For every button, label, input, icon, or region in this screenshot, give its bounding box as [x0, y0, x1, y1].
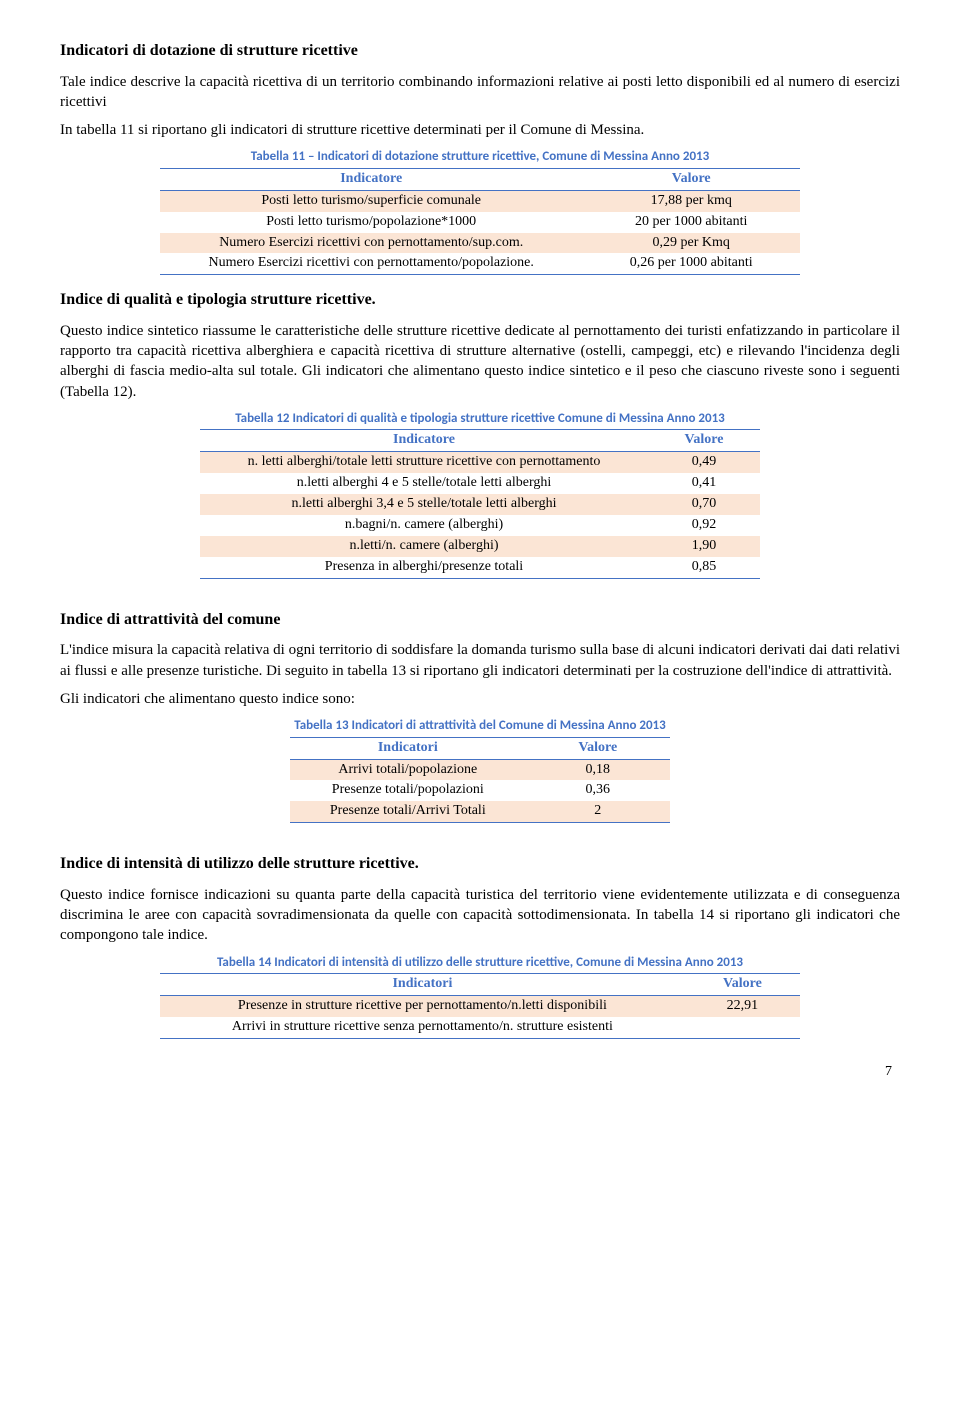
t12-r6c1: Presenza in alberghi/presenze totali: [200, 557, 648, 578]
t14-caption: Tabella 14 Indicatori di intensità di ut…: [60, 954, 900, 972]
table-header-row: Indicatore Valore: [160, 168, 800, 190]
sec3-title: Indice di attrattività del comune: [60, 609, 900, 631]
table-12: Indicatore Valore n. letti alberghi/tota…: [200, 429, 760, 578]
sec4-title: Indice di intensità di utilizzo delle st…: [60, 853, 900, 875]
t13-r2c1: Presenze totali/popolazioni: [290, 780, 526, 801]
table-13: Indicatori Valore Arrivi totali/popolazi…: [290, 737, 670, 824]
table-row: Presenze totali/Arrivi Totali 2: [290, 801, 670, 822]
sec3-p2: Gli indicatori che alimentano questo ind…: [60, 689, 900, 709]
t12-r4c1: n.bagni/n. camere (alberghi): [200, 515, 648, 536]
table-row: n. letti alberghi/totale letti strutture…: [200, 452, 760, 473]
table-row: n.letti alberghi 4 e 5 stelle/totale let…: [200, 473, 760, 494]
table-row: Presenza in alberghi/presenze totali 0,8…: [200, 557, 760, 578]
t12-r6c2: 0,85: [648, 557, 760, 578]
t11-caption: Tabella 11 – Indicatori di dotazione str…: [60, 148, 900, 166]
sec4-p1: Questo indice fornisce indicazioni su qu…: [60, 885, 900, 946]
t11-r4c2: 0,26 per 1000 abitanti: [582, 253, 800, 274]
t13-r2c2: 0,36: [526, 780, 670, 801]
t14-r2c1: Arrivi in strutture ricettive senza pern…: [160, 1017, 685, 1038]
t11-r4c1: Numero Esercizi ricettivi con pernottame…: [160, 253, 582, 274]
t12-r2c1: n.letti alberghi 4 e 5 stelle/totale let…: [200, 473, 648, 494]
t11-r1c2: 17,88 per kmq: [582, 190, 800, 211]
table-row: Posti letto turismo/superficie comunale …: [160, 190, 800, 211]
t11-h1: Indicatore: [160, 168, 582, 190]
table-row: n.letti/n. camere (alberghi) 1,90: [200, 536, 760, 557]
page-number: 7: [60, 1063, 900, 1082]
t12-r3c2: 0,70: [648, 494, 760, 515]
t13-r3c1: Presenze totali/Arrivi Totali: [290, 801, 526, 822]
sec3-p1: L'indice misura la capacità relativa di …: [60, 640, 900, 681]
t11-h2: Valore: [582, 168, 800, 190]
table-row: Numero Esercizi ricettivi con pernottame…: [160, 253, 800, 274]
t13-h1: Indicatori: [290, 737, 526, 759]
sec1-p1: Tale indice descrive la capacità ricetti…: [60, 72, 900, 113]
table-header-row: Indicatore Valore: [200, 430, 760, 452]
sec1-title: Indicatori di dotazione di strutture ric…: [60, 40, 900, 62]
t11-r2c1: Posti letto turismo/popolazione*1000: [160, 212, 582, 233]
sec1-p2: In tabella 11 si riportano gli indicator…: [60, 120, 900, 140]
t14-h1: Indicatori: [160, 974, 685, 996]
t13-r1c2: 0,18: [526, 759, 670, 780]
t13-h2: Valore: [526, 737, 670, 759]
table-row: Presenze totali/popolazioni 0,36: [290, 780, 670, 801]
table-row: Posti letto turismo/popolazione*1000 20 …: [160, 212, 800, 233]
table-row: Arrivi totali/popolazione 0,18: [290, 759, 670, 780]
table-row: Arrivi in strutture ricettive senza pern…: [160, 1017, 800, 1038]
sec2-p1: Questo indice sintetico riassume le cara…: [60, 321, 900, 402]
t12-r5c2: 1,90: [648, 536, 760, 557]
table-14: Indicatori Valore Presenze in strutture …: [160, 973, 800, 1039]
t14-r2c2: [685, 1017, 800, 1038]
table-header-row: Indicatori Valore: [160, 974, 800, 996]
table-row: Numero Esercizi ricettivi con pernottame…: [160, 233, 800, 254]
t12-r4c2: 0,92: [648, 515, 760, 536]
t13-r3c2: 2: [526, 801, 670, 822]
t11-r3c1: Numero Esercizi ricettivi con pernottame…: [160, 233, 582, 254]
t12-h1: Indicatore: [200, 430, 648, 452]
t12-h2: Valore: [648, 430, 760, 452]
t12-r1c2: 0,49: [648, 452, 760, 473]
t11-r2c2: 20 per 1000 abitanti: [582, 212, 800, 233]
t14-h2: Valore: [685, 974, 800, 996]
t12-r5c1: n.letti/n. camere (alberghi): [200, 536, 648, 557]
t12-r3c1: n.letti alberghi 3,4 e 5 stelle/totale l…: [200, 494, 648, 515]
t12-r2c2: 0,41: [648, 473, 760, 494]
t11-r3c2: 0,29 per Kmq: [582, 233, 800, 254]
table-row: n.bagni/n. camere (alberghi) 0,92: [200, 515, 760, 536]
sec2-title: Indice di qualità e tipologia strutture …: [60, 289, 900, 311]
t13-caption: Tabella 13 Indicatori di attrattività de…: [60, 717, 900, 735]
table-row: Presenze in strutture ricettive per pern…: [160, 995, 800, 1016]
table-header-row: Indicatori Valore: [290, 737, 670, 759]
t11-r1c1: Posti letto turismo/superficie comunale: [160, 190, 582, 211]
t14-r1c1: Presenze in strutture ricettive per pern…: [160, 995, 685, 1016]
t13-r1c1: Arrivi totali/popolazione: [290, 759, 526, 780]
t12-r1c1: n. letti alberghi/totale letti strutture…: [200, 452, 648, 473]
table-row: n.letti alberghi 3,4 e 5 stelle/totale l…: [200, 494, 760, 515]
table-11: Indicatore Valore Posti letto turismo/su…: [160, 168, 800, 275]
t14-r1c2: 22,91: [685, 995, 800, 1016]
t12-caption: Tabella 12 Indicatori di qualità e tipol…: [60, 410, 900, 428]
